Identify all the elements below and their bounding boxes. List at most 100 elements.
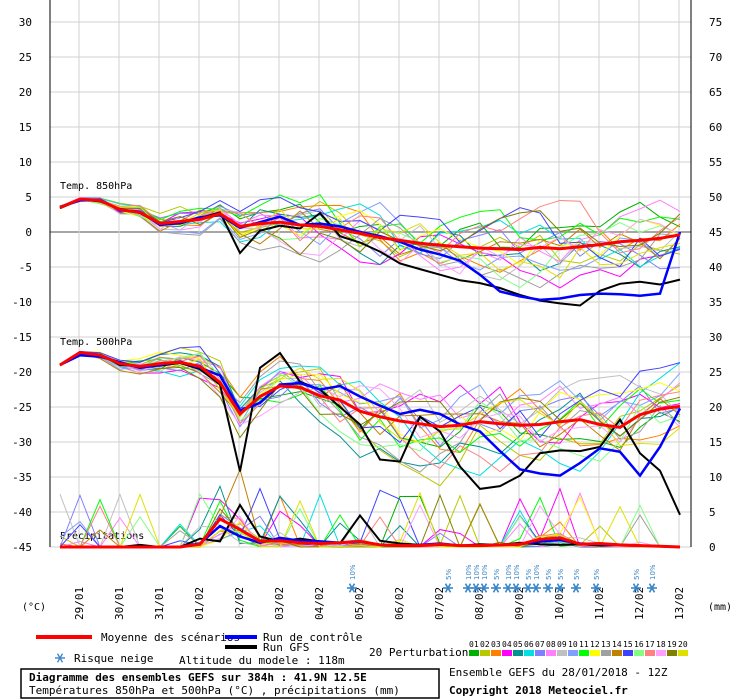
right-tick-label: 75 xyxy=(709,16,722,29)
perturbation-code: 19 xyxy=(667,640,677,649)
x-tick-label: 09/02 xyxy=(513,587,526,620)
run-info: Ensemble GEFS du 28/01/2018 - 12Z xyxy=(449,666,668,679)
snow-risk-label: 5% xyxy=(525,569,533,580)
perturbation-code: 05 xyxy=(513,640,523,649)
snow-risk-label: 10% xyxy=(481,564,489,580)
left-axis-ticks: 30 25 20 15 10 5 0 -5 -10 -15 -20 -25 -30 -35 -40 -45 xyxy=(12,16,32,554)
perturbation-swatch xyxy=(656,650,666,656)
perturbation-swatch xyxy=(678,650,688,656)
legend: Moyenne des scénarios Run de contrôle Ru… xyxy=(36,631,688,667)
right-tick-label: 35 xyxy=(709,296,722,309)
panel-label-t500: Temp. 500hPa xyxy=(60,337,132,348)
perturbation-line xyxy=(59,351,681,439)
right-tick-label: 30 xyxy=(709,331,722,344)
right-tick-label: 40 xyxy=(709,261,722,274)
perturbation-swatch xyxy=(568,650,578,656)
main-series xyxy=(59,197,682,549)
chart-subtitle: Températures 850hPa et 500hPa (°C) , pré… xyxy=(29,684,400,697)
right-tick-label: 25 xyxy=(709,366,722,379)
left-tick-label: -35 xyxy=(12,471,32,484)
left-tick-label: 25 xyxy=(19,51,32,64)
snow-risk-marker xyxy=(543,583,553,593)
perturbation-code: 01 xyxy=(469,640,479,649)
legend-control: Run de contrôle xyxy=(263,631,362,644)
x-tick-label: 29/01 xyxy=(73,587,86,620)
perturbation-swatch xyxy=(546,650,556,656)
right-tick-label: 65 xyxy=(709,86,722,99)
perturbation-line xyxy=(59,351,681,467)
perturbation-swatch xyxy=(601,650,611,656)
x-tick-label: 06/02 xyxy=(393,587,406,620)
snow-risk-label: 5% xyxy=(545,569,553,580)
right-tick-label: 50 xyxy=(709,191,722,204)
snow-risk-marker xyxy=(591,583,601,593)
snow-risk-label: 5% xyxy=(557,569,565,580)
legend-gfs: Run GFS xyxy=(263,641,309,654)
x-tick-label: 05/02 xyxy=(353,587,366,620)
x-tick-label: 08/02 xyxy=(473,587,486,620)
snow-risk-marker xyxy=(571,583,581,593)
snow-risk-label: 5% xyxy=(493,569,501,580)
grid xyxy=(49,0,692,548)
snow-risk-marker xyxy=(347,583,357,593)
left-tick-label: 30 xyxy=(19,16,32,29)
perturbation-swatch xyxy=(480,650,490,656)
x-tick-label: 11/02 xyxy=(593,587,606,620)
perturbation-code: 20 xyxy=(678,640,688,649)
perturbation-line xyxy=(59,346,681,444)
snow-risk-marker xyxy=(555,583,565,593)
snow-risk-marker xyxy=(647,583,657,593)
perturbation-code: 14 xyxy=(612,640,622,649)
left-tick-label: 15 xyxy=(19,121,32,134)
perturbation-line xyxy=(59,196,681,275)
x-tick-label: 31/01 xyxy=(153,587,166,620)
perturbation-swatch xyxy=(645,650,655,656)
x-tick-label: 03/02 xyxy=(273,587,286,620)
x-tick-label: 07/02 xyxy=(433,587,446,620)
perturbation-swatch xyxy=(623,650,633,656)
snow-risk-marker xyxy=(531,583,541,593)
snow-risk-label: 10% xyxy=(473,564,481,580)
perturbation-code: 07 xyxy=(535,640,545,649)
perturbation-swatch xyxy=(579,650,589,656)
perturbation-swatch xyxy=(557,650,567,656)
perturbation-code: 06 xyxy=(524,640,534,649)
perturbation-code: 13 xyxy=(601,640,611,649)
perturbation-code: 17 xyxy=(645,640,655,649)
perturbation-line xyxy=(59,352,681,476)
legend-snow: Risque neige xyxy=(74,652,153,665)
perturbation-line xyxy=(59,198,681,256)
left-tick-label: -20 xyxy=(12,366,32,379)
perturbation-line xyxy=(59,352,681,473)
mean-line-t500 xyxy=(59,350,681,429)
perturbation-swatch xyxy=(612,650,622,656)
perturbation-swatch xyxy=(502,650,512,656)
perturbation-swatch xyxy=(513,650,523,656)
left-tick-label: -30 xyxy=(12,436,32,449)
mean-line-t850 xyxy=(59,197,681,252)
snow-risk-label: 10% xyxy=(533,564,541,580)
right-tick-label: 60 xyxy=(709,121,722,134)
right-axis-unit: (mm) xyxy=(708,602,732,613)
x-tick-label: 10/02 xyxy=(553,587,566,620)
perturbation-code: 18 xyxy=(656,640,666,649)
snow-risk-label: 10% xyxy=(505,564,513,580)
x-tick-label: 02/02 xyxy=(233,587,246,620)
legend-mean: Moyenne des scénarios xyxy=(101,631,240,644)
right-tick-label: 15 xyxy=(709,436,722,449)
perturbation-codes: 01 02 03 04 05 06 07 08 09 10 11 12 13 14 15 16 17 18 19 20 xyxy=(469,640,688,656)
snow-risk-marker xyxy=(491,583,501,593)
perturbation-code: 11 xyxy=(579,640,589,649)
mean-line-precip xyxy=(60,517,681,549)
left-tick-label: -15 xyxy=(12,331,32,344)
snow-risk-label: 10% xyxy=(349,564,357,580)
perturbation-swatch xyxy=(535,650,545,656)
snow-risk-label: 5% xyxy=(573,569,581,580)
x-tick-label: 12/02 xyxy=(633,587,646,620)
left-tick-label: -40 xyxy=(12,506,32,519)
panel-label-t850: Temp. 850hPa xyxy=(60,181,132,192)
perturbation-code: 02 xyxy=(480,640,490,649)
snow-risk-marker xyxy=(631,583,641,593)
